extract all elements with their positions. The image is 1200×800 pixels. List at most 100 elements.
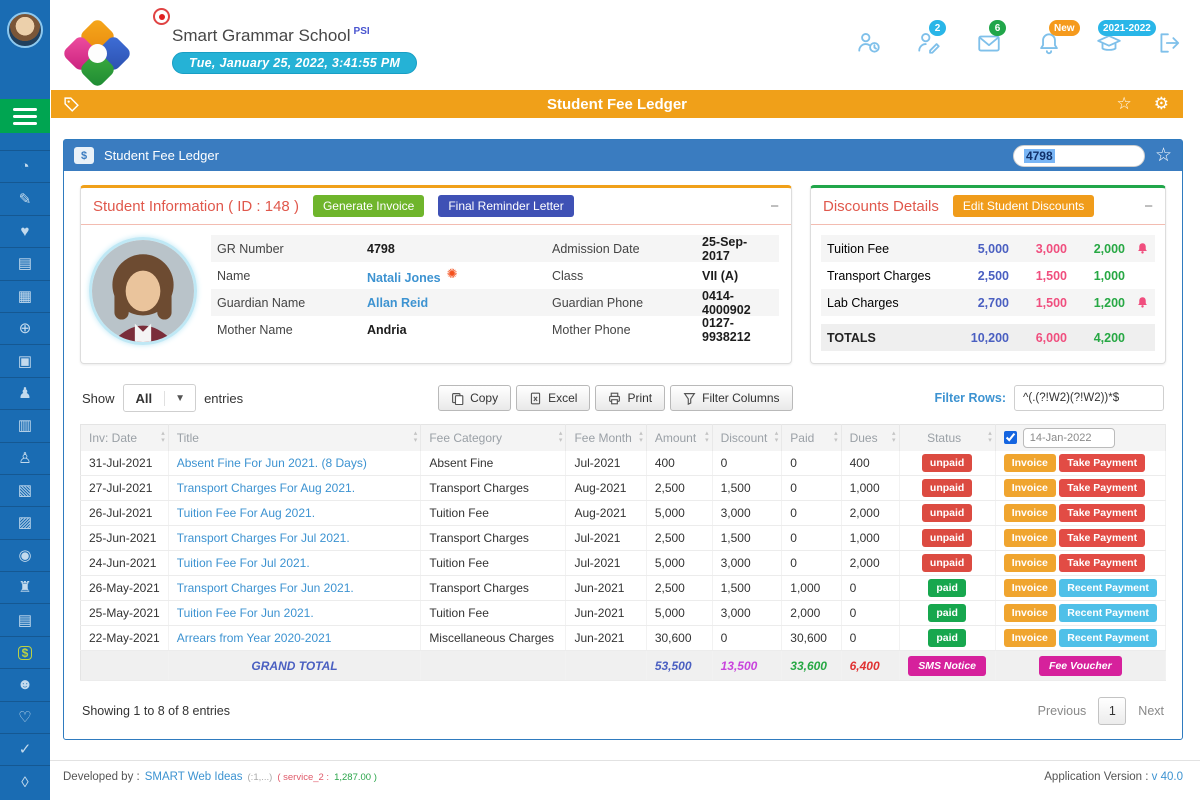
sidebar-item-health-card[interactable]: ♡ bbox=[0, 701, 50, 733]
col-status[interactable]: Status▴ ▾ bbox=[899, 425, 995, 451]
student-name-link[interactable]: Natali Jones bbox=[367, 271, 441, 285]
col-paid[interactable]: Paid▴ ▾ bbox=[782, 425, 841, 451]
copy-button[interactable]: Copy bbox=[438, 385, 511, 411]
collapse-card-button[interactable]: − bbox=[1144, 198, 1153, 215]
col-inv-date[interactable]: Inv: Date▴ ▾ bbox=[81, 425, 169, 451]
user-attendance-button[interactable] bbox=[856, 30, 882, 56]
version-value: v 40.0 bbox=[1152, 771, 1183, 783]
sidebar-item-building[interactable]: ♜ bbox=[0, 571, 50, 603]
logout-button[interactable] bbox=[1156, 30, 1182, 56]
sidebar-item-fee-card[interactable]: ▤ bbox=[0, 247, 50, 279]
dashboard-icon: ◔ bbox=[20, 159, 29, 174]
date-filter-checkbox[interactable] bbox=[1004, 431, 1017, 444]
panel-favorite-star-icon[interactable]: ☆ bbox=[1155, 144, 1172, 167]
fee-voucher-button[interactable]: Fee Voucher bbox=[1039, 656, 1122, 676]
filter-rows-input[interactable] bbox=[1014, 385, 1164, 411]
developed-by-label: Developed by : bbox=[63, 771, 140, 783]
invoice-title-link[interactable]: Tuition Fee For Jul 2021. bbox=[177, 556, 310, 570]
filter-columns-button[interactable]: Filter Columns bbox=[670, 385, 792, 411]
sidebar-item-id-card[interactable]: ▦ bbox=[0, 280, 50, 312]
invoice-button[interactable]: Invoice bbox=[1004, 554, 1056, 572]
invoice-title-link[interactable]: Transport Charges For Jun 2021. bbox=[177, 581, 354, 595]
sidebar-item-coin[interactable]: ◉ bbox=[0, 539, 50, 571]
col-discount[interactable]: Discount▴ ▾ bbox=[712, 425, 782, 451]
sidebar-item-student-edit[interactable]: ✎ bbox=[0, 182, 50, 214]
guardian-name-link[interactable]: Allan Reid bbox=[367, 296, 552, 310]
col-fee-month[interactable]: Fee Month▴ ▾ bbox=[566, 425, 646, 451]
recent-payment-button[interactable]: Recent Payment bbox=[1059, 629, 1157, 647]
sidebar-item-globe[interactable]: ⊕ bbox=[0, 312, 50, 344]
invoice-title-link[interactable]: Absent Fine For Jun 2021. (8 Days) bbox=[177, 456, 367, 470]
collapse-card-button[interactable]: − bbox=[770, 198, 779, 215]
col-amount[interactable]: Amount▴ ▾ bbox=[646, 425, 712, 451]
settings-gears-icon[interactable]: ⚙ bbox=[1154, 94, 1169, 114]
sidebar-item-tasks[interactable]: ✓ bbox=[0, 733, 50, 765]
student-requests-button[interactable]: 2 bbox=[916, 30, 942, 56]
take-payment-button[interactable]: Take Payment bbox=[1059, 479, 1145, 497]
messages-button[interactable]: 6 bbox=[976, 30, 1002, 56]
invoice-title-link[interactable]: Transport Charges For Jul 2021. bbox=[177, 531, 350, 545]
funnel-icon bbox=[683, 392, 696, 405]
student-settings-icon[interactable]: ✺ bbox=[447, 266, 458, 281]
datetime-pill: Tue, January 25, 2022, 3:41:55 PM bbox=[172, 52, 417, 74]
invoice-button[interactable]: Invoice bbox=[1004, 529, 1056, 547]
invoice-title-link[interactable]: Tuition Fee For Jun 2021. bbox=[177, 606, 314, 620]
sidebar-item-student[interactable]: ♟ bbox=[0, 377, 50, 409]
excel-button[interactable]: Excel bbox=[516, 385, 590, 411]
reminder-bell-icon[interactable] bbox=[1136, 242, 1149, 255]
invoice-title-link[interactable]: Transport Charges For Aug 2021. bbox=[177, 481, 355, 495]
take-payment-button[interactable]: Take Payment bbox=[1059, 529, 1145, 547]
sidebar-item-dashboard[interactable]: ◔ bbox=[0, 150, 50, 182]
col-dues[interactable]: Dues▴ ▾ bbox=[841, 425, 899, 451]
generate-invoice-button[interactable]: Generate Invoice bbox=[313, 195, 424, 217]
date-filter-input[interactable] bbox=[1023, 428, 1115, 448]
favorite-star-icon[interactable]: ☆ bbox=[1117, 94, 1132, 114]
sidebar-item-workstation[interactable]: ▨ bbox=[0, 506, 50, 538]
invoice-button[interactable]: Invoice bbox=[1004, 579, 1056, 597]
user-avatar[interactable] bbox=[7, 12, 43, 48]
previous-page-button[interactable]: Previous bbox=[1038, 704, 1087, 718]
notifications-button[interactable]: New bbox=[1036, 30, 1062, 56]
logout-icon bbox=[1156, 30, 1182, 56]
gr-number-search-input[interactable]: 4798 bbox=[1013, 145, 1145, 167]
sidebar-item-library[interactable]: ▤ bbox=[0, 603, 50, 635]
print-button[interactable]: Print bbox=[595, 385, 665, 411]
invoice-title-link[interactable]: Arrears from Year 2020-2021 bbox=[177, 631, 332, 645]
sidebar-item-fee-ledger[interactable]: $ bbox=[0, 636, 50, 668]
status-badge: unpaid bbox=[922, 529, 972, 547]
discounts-totals-row: TOTALS 10,200 6,000 4,200 bbox=[821, 324, 1155, 351]
page-number-button[interactable]: 1 bbox=[1098, 697, 1126, 725]
invoice-button[interactable]: Invoice bbox=[1004, 629, 1056, 647]
session-button[interactable]: 2021-2022 bbox=[1096, 30, 1122, 56]
sidebar-item-calendar[interactable]: ▥ bbox=[0, 409, 50, 441]
sidebar-item-staff[interactable]: ♙ bbox=[0, 442, 50, 474]
recent-payment-button[interactable]: Recent Payment bbox=[1059, 579, 1157, 597]
invoice-button[interactable]: Invoice bbox=[1004, 454, 1056, 472]
developer-link[interactable]: SMART Web Ideas bbox=[145, 771, 243, 783]
take-payment-button[interactable]: Take Payment bbox=[1059, 504, 1145, 522]
discount-row: Tuition Fee 5,000 3,000 2,000 bbox=[821, 235, 1155, 262]
invoice-button[interactable]: Invoice bbox=[1004, 604, 1056, 622]
invoice-title-link[interactable]: Tuition Fee For Aug 2021. bbox=[177, 506, 315, 520]
final-reminder-letter-button[interactable]: Final Reminder Letter bbox=[438, 195, 573, 217]
menu-toggle-button[interactable] bbox=[0, 99, 50, 133]
col-title[interactable]: Title▴ ▾ bbox=[168, 425, 421, 451]
recent-payment-button[interactable]: Recent Payment bbox=[1059, 604, 1157, 622]
sidebar-item-support[interactable]: ☻ bbox=[0, 668, 50, 700]
calendar-icon: ▥ bbox=[18, 418, 32, 433]
take-payment-button[interactable]: Take Payment bbox=[1059, 454, 1145, 472]
page-size-select[interactable]: All ▼ bbox=[123, 384, 197, 412]
invoice-button[interactable]: Invoice bbox=[1004, 504, 1056, 522]
invoice-button[interactable]: Invoice bbox=[1004, 479, 1056, 497]
next-page-button[interactable]: Next bbox=[1138, 704, 1164, 718]
fee-ledger-panel: $ Student Fee Ledger 4798 ☆ Student Info… bbox=[63, 139, 1183, 740]
sms-notice-button[interactable]: SMS Notice bbox=[908, 656, 986, 676]
sidebar-item-clipboard[interactable]: ▣ bbox=[0, 344, 50, 376]
reminder-bell-icon[interactable] bbox=[1136, 296, 1149, 309]
col-fee-category[interactable]: Fee Category▴ ▾ bbox=[421, 425, 566, 451]
take-payment-button[interactable]: Take Payment bbox=[1059, 554, 1145, 572]
sidebar-item-graduation[interactable]: ◊ bbox=[0, 765, 50, 797]
sidebar-item-health[interactable]: ♥ bbox=[0, 215, 50, 247]
sidebar-item-image-edit[interactable]: ▧ bbox=[0, 474, 50, 506]
edit-student-discounts-button[interactable]: Edit Student Discounts bbox=[953, 195, 1094, 217]
